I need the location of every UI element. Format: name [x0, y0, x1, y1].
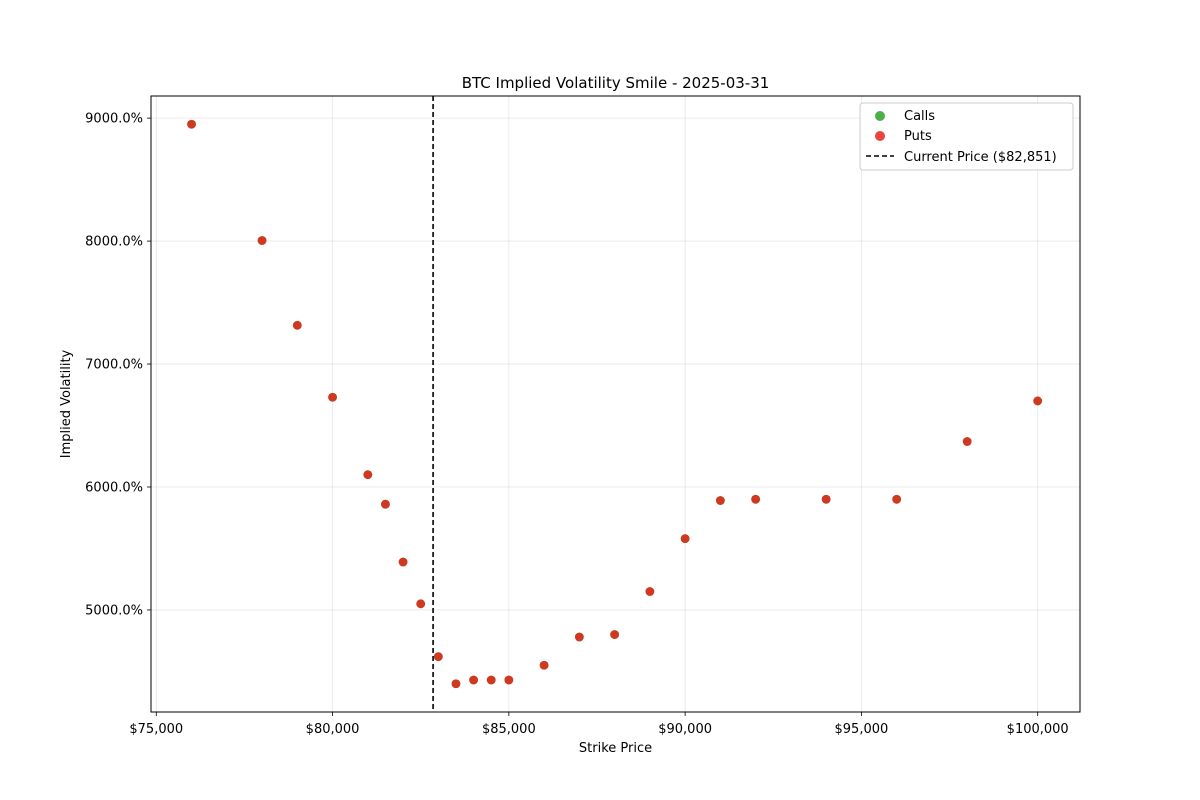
puts-point [451, 679, 461, 689]
y-axis-ticks: 5000.0% 6000.0% 7000.0% 8000.0% 9000.0% [85, 112, 151, 618]
puts-point [363, 470, 373, 480]
y-tick-label: 8000.0% [85, 235, 143, 250]
y-tick-label: 9000.0% [85, 112, 143, 127]
legend-box [859, 102, 1074, 171]
legend-marker-puts [875, 131, 885, 141]
legend-label-puts: Puts [904, 129, 932, 144]
y-tick-label: 6000.0% [85, 480, 143, 495]
puts-point [381, 499, 390, 509]
puts-point [292, 320, 302, 330]
puts-point [574, 632, 584, 642]
x-tick-label: $100,000 [1007, 722, 1069, 737]
x-axis-label: Strike Price [579, 741, 652, 756]
puts-point [539, 660, 549, 670]
y-axis-label: Implied Volatility [59, 349, 74, 458]
puts-point [486, 675, 496, 685]
x-axis-ticks: $75,000 $80,000 $85,000 $90,000 $95,000 $100,… [129, 712, 1069, 737]
puts-point [416, 599, 426, 609]
puts-point [433, 652, 443, 662]
puts-point [680, 534, 690, 544]
plot-area [150, 95, 1081, 713]
x-tick-label: $95,000 [835, 722, 889, 737]
x-tick-label: $80,000 [306, 722, 360, 737]
series-puts [187, 119, 1043, 689]
x-tick-label: $75,000 [129, 722, 183, 737]
puts-point [610, 630, 620, 639]
puts-point [187, 119, 196, 129]
puts-point [821, 494, 831, 504]
puts-point [328, 392, 337, 402]
data-points [187, 119, 1043, 689]
puts-point [962, 437, 972, 446]
legend-label-calls: Calls [904, 109, 935, 124]
x-tick-label: $85,000 [482, 722, 536, 737]
legend-marker-calls [875, 111, 885, 121]
plot-frame [150, 95, 1081, 713]
puts-point [751, 494, 761, 504]
puts-point [398, 557, 408, 567]
puts-point [257, 236, 267, 245]
puts-point [469, 675, 478, 685]
puts-point [1033, 396, 1043, 406]
puts-point [892, 494, 902, 504]
y-tick-label: 7000.0% [85, 358, 143, 373]
puts-point [504, 675, 514, 685]
legend: Calls Puts Current Price ($82,851) [859, 102, 1074, 171]
legend-label-reference-line: Current Price ($82,851) [904, 150, 1057, 165]
plot-background [151, 96, 1080, 712]
x-tick-label: $90,000 [658, 722, 712, 737]
chart-title: BTC Implied Volatility Smile - 2025-03-3… [462, 74, 770, 92]
puts-point [715, 496, 725, 505]
y-tick-label: 5000.0% [85, 603, 143, 618]
puts-point [645, 587, 655, 596]
